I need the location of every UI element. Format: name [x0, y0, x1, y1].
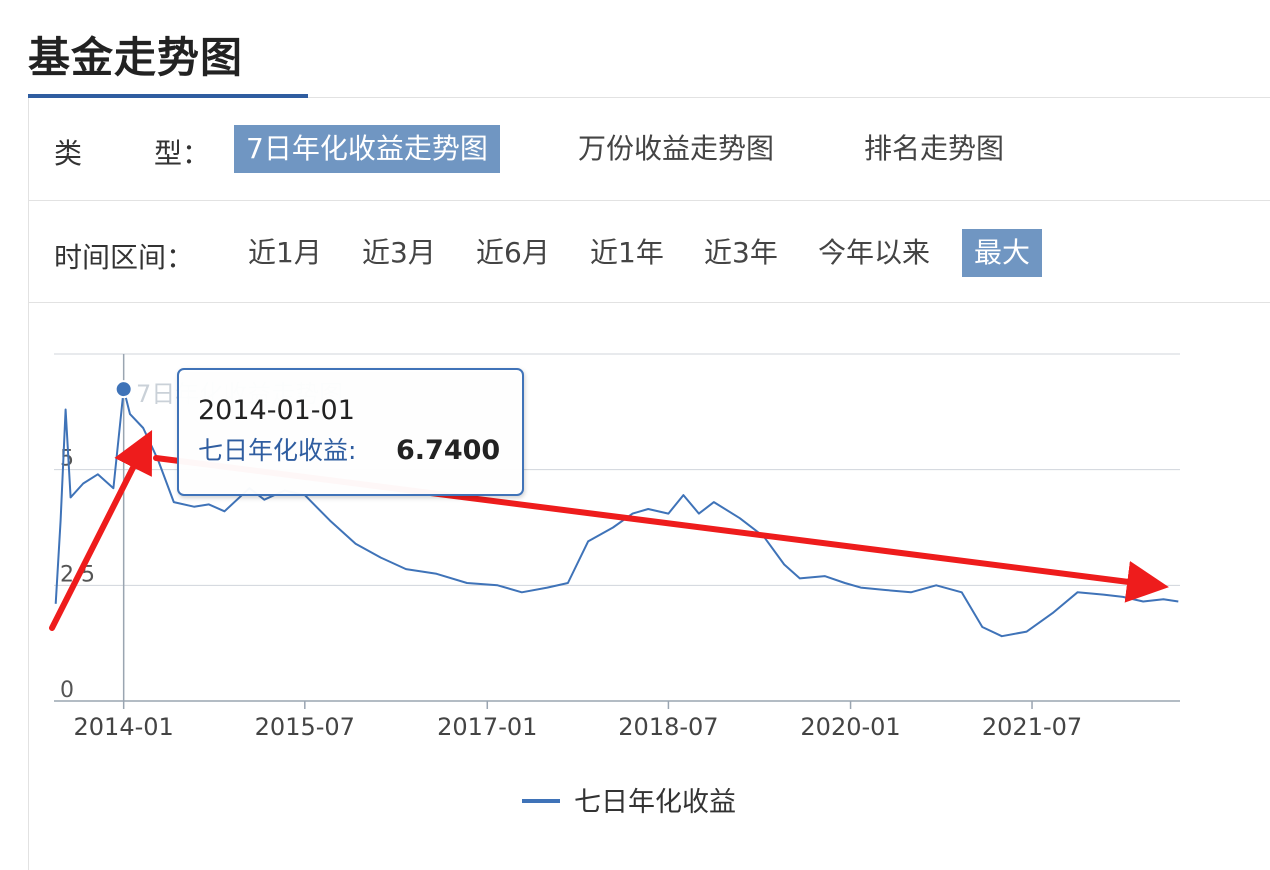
chart-panel	[28, 98, 1270, 870]
x-tick-label: 2021-07	[982, 713, 1082, 741]
range-ytd[interactable]: 今年以来	[818, 236, 931, 269]
tooltip-series-line: 七日年化收益:	[198, 436, 356, 465]
type-label-part1: 类	[54, 137, 83, 170]
tab-per-10k-income-chart[interactable]: 万份收益走势图	[578, 132, 775, 165]
x-tick-label: 2018-07	[618, 713, 718, 741]
hover-point-marker[interactable]	[114, 380, 133, 399]
row-divider	[28, 200, 1270, 201]
range-6m[interactable]: 近6月	[476, 236, 550, 269]
tab-ranking-chart[interactable]: 排名走势图	[864, 132, 1005, 165]
range-1m[interactable]: 近1月	[248, 236, 322, 269]
range-1y[interactable]: 近1年	[590, 236, 664, 269]
range-max[interactable]: 最大	[962, 229, 1043, 277]
title-underline	[28, 94, 308, 98]
page-title: 基金走势图	[28, 33, 244, 82]
tooltip-value: 6.7400	[396, 435, 500, 466]
legend-label[interactable]: 七日年化收益	[574, 787, 736, 818]
title-rule	[308, 97, 1270, 98]
time-range-label: 时间区间：	[54, 241, 195, 274]
range-3m[interactable]: 近3月	[362, 236, 436, 269]
tooltip-series-label: 七日年化收益	[198, 436, 348, 465]
x-tick-label: 2015-07	[255, 713, 355, 741]
tab-7day-yield-chart[interactable]: 7日年化收益走势图	[234, 125, 500, 173]
type-label-part2: 型：	[154, 137, 211, 170]
x-tick-label: 2014-01	[74, 713, 174, 741]
x-tick-label: 2017-01	[437, 713, 537, 741]
range-3y[interactable]: 近3年	[704, 236, 778, 269]
row-divider	[28, 302, 1270, 303]
tooltip-date: 2014-01-01	[198, 395, 355, 426]
tooltip-separator: :	[348, 436, 356, 465]
y-tick-label: 0	[60, 678, 74, 703]
tooltip-box	[177, 368, 524, 496]
x-tick-label: 2020-01	[800, 713, 900, 741]
annotation-arrow-up	[49, 429, 153, 631]
